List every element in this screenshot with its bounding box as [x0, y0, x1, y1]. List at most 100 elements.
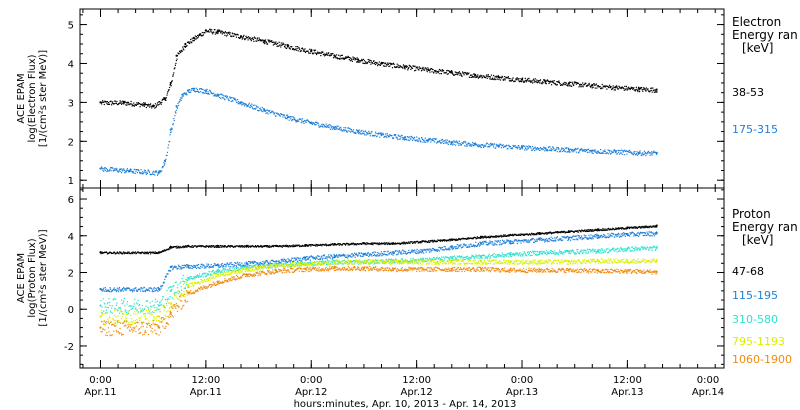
electron-scatter-mark	[580, 86, 582, 88]
electron-scatter-mark	[536, 82, 538, 84]
electron-scatter-mark	[500, 144, 502, 146]
electron-scatter-mark	[151, 173, 153, 175]
proton-scatter-mark	[361, 243, 363, 245]
electron-scatter-mark	[585, 149, 587, 151]
proton-scatter-mark	[306, 245, 308, 247]
electron-scatter-mark	[562, 82, 564, 84]
proton-scatter-mark	[282, 244, 284, 247]
proton-scatter-mark	[326, 256, 328, 258]
electron-scatter-mark	[146, 171, 148, 173]
proton-scatter-mark	[420, 242, 422, 244]
electron-scatter-mark	[603, 150, 605, 152]
proton-scatter-mark	[543, 239, 545, 242]
electron-scatter-mark	[615, 86, 617, 89]
proton-scatter-mark	[592, 230, 594, 232]
electron-scatter-mark	[176, 55, 179, 57]
electron-scatter-mark	[318, 52, 320, 54]
electron-scatter-mark	[411, 67, 414, 69]
electron-scatter-mark	[248, 102, 250, 104]
proton-scatter-mark	[654, 233, 656, 235]
proton-scatter-mark	[603, 234, 605, 236]
electron-scatter-mark	[492, 78, 494, 80]
electron-scatter-mark	[354, 59, 356, 61]
proton-scatter-mark	[221, 245, 223, 247]
electron-scatter-mark	[466, 74, 468, 76]
proton-scatter-mark	[561, 240, 563, 242]
electron-scatter-mark	[502, 76, 504, 78]
proton-scatter-mark	[467, 237, 469, 239]
electron-scatter-mark	[421, 67, 424, 70]
proton-scatter-mark	[537, 233, 539, 235]
proton-scatter-mark	[186, 267, 188, 269]
electron-scatter-mark	[406, 65, 408, 67]
proton-scatter-mark	[307, 244, 309, 246]
electron-scatter-mark	[325, 126, 327, 128]
proton-scatter-mark	[483, 242, 485, 244]
electron-scatter-mark	[258, 110, 260, 112]
electron-scatter-mark	[420, 141, 422, 143]
proton-scatter-mark	[492, 236, 494, 238]
proton-scatter-mark	[402, 241, 405, 243]
electron-scatter-mark	[578, 150, 581, 152]
electron-scatter-mark	[276, 43, 278, 45]
proton-scatter-mark	[277, 245, 279, 247]
electron-scatter-mark	[492, 144, 494, 146]
electron-scatter-mark	[173, 68, 175, 70]
proton-scatter-mark	[185, 245, 188, 247]
proton-scatter-mark	[101, 252, 103, 254]
electron-scatter-mark	[433, 72, 435, 74]
proton-scatter-mark	[126, 252, 128, 254]
proton-scatter-mark	[171, 247, 173, 249]
proton-scatter-mark	[105, 290, 107, 292]
proton-scatter-mark	[346, 254, 348, 256]
proton-scatter-mark	[127, 313, 130, 315]
electron-scatter-mark	[487, 74, 489, 76]
proton-scatter-mark	[500, 236, 503, 238]
proton-scatter-mark	[151, 306, 153, 308]
proton-scatter-mark	[581, 238, 583, 241]
electron-scatter-mark	[289, 116, 291, 118]
proton-scatter-mark	[620, 233, 622, 235]
proton-scatter-mark	[177, 247, 179, 249]
proton-scatter-mark	[541, 239, 543, 241]
electron-scatter-mark	[212, 33, 214, 35]
electron-scatter-mark	[145, 104, 147, 106]
proton-scatter-mark	[578, 235, 581, 237]
proton-scatter-mark	[619, 236, 621, 238]
electron-scatter-mark	[190, 38, 192, 41]
electron-scatter-mark	[383, 136, 385, 138]
electron-scatter-mark	[444, 142, 446, 144]
proton-scatter-mark	[111, 307, 113, 309]
proton-scatter-mark	[175, 281, 177, 283]
electron-scatter-mark	[243, 38, 245, 40]
proton-scatter-mark	[167, 297, 169, 299]
electron-scatter-mark	[445, 139, 447, 141]
proton-scatter-mark	[220, 246, 222, 248]
electron-scatter-mark	[152, 105, 154, 107]
electron-scatter-mark	[127, 103, 129, 105]
proton-scatter-mark	[351, 243, 353, 246]
proton-scatter-mark	[167, 249, 169, 251]
electron-scatter-mark	[531, 149, 533, 151]
electron-scatter-mark	[402, 64, 405, 66]
proton-scatter-mark	[122, 290, 124, 292]
proton-scatter-mark	[441, 249, 443, 251]
electron-scatter-mark	[567, 83, 570, 85]
electron-scatter-mark	[377, 65, 379, 67]
electron-scatter-mark	[538, 147, 540, 150]
electron-scatter-mark	[487, 145, 489, 147]
electron-scatter-mark	[214, 94, 216, 96]
proton-scatter-mark	[644, 225, 646, 227]
proton-scatter-mark	[337, 256, 339, 258]
proton-scatter-mark	[482, 241, 484, 243]
electron-scatter-mark	[582, 150, 584, 152]
proton-scatter-mark	[359, 252, 361, 254]
electron-scatter-mark	[106, 101, 108, 103]
electron-scatter-mark	[372, 62, 374, 65]
proton-scatter-mark	[488, 243, 490, 245]
proton-scatter-mark	[329, 244, 331, 247]
proton-scatter-mark	[343, 254, 345, 256]
electron-scatter-mark	[398, 135, 400, 137]
proton-scatter-mark	[170, 286, 172, 288]
proton-scatter-mark	[610, 235, 612, 237]
